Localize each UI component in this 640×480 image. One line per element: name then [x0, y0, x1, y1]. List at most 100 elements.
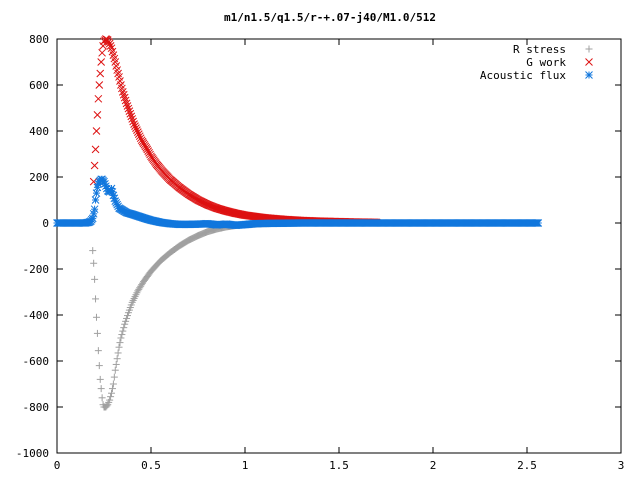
series-layer: [53, 35, 543, 411]
x-tick-label: 2: [430, 459, 437, 472]
y-tick-label: 200: [29, 171, 49, 184]
data-point: [123, 102, 132, 110]
data-point: [94, 94, 103, 103]
data-point: [534, 219, 543, 227]
data-point: [120, 93, 129, 102]
data-point: [98, 394, 106, 402]
series-acoustic-flux: [53, 175, 543, 230]
x-tick-label: 3: [618, 459, 625, 472]
data-point: [125, 107, 134, 116]
data-point: [95, 81, 104, 89]
data-point: [108, 385, 116, 393]
data-point: [121, 96, 130, 105]
legend-label: Acoustic flux: [480, 69, 566, 82]
legend-marker: [585, 71, 593, 79]
data-point: [90, 205, 99, 214]
data-point: [118, 331, 126, 339]
x-tick-label: 0.5: [141, 459, 161, 472]
data-point: [90, 259, 98, 267]
data-point: [122, 317, 130, 325]
x-tick-label: 1.5: [329, 459, 349, 472]
y-tick-label: -200: [23, 263, 50, 276]
data-point: [91, 145, 100, 154]
y-tick-label: 800: [29, 33, 49, 46]
chart-title: m1/n1.5/q1.5/r-+.07-j40/M1.0/512: [224, 11, 436, 24]
data-point: [93, 111, 102, 119]
x-tick-label: 2.5: [517, 459, 537, 472]
data-point: [119, 327, 127, 335]
data-point: [96, 375, 104, 383]
data-point: [95, 362, 103, 370]
y-tick-label: -600: [23, 355, 50, 368]
axis-ticks: [56, 38, 622, 454]
data-point: [114, 349, 122, 357]
data-point: [116, 339, 124, 347]
data-point: [92, 313, 100, 321]
data-point: [109, 380, 117, 388]
data-point: [112, 360, 120, 368]
data-point: [106, 396, 114, 404]
data-point: [124, 312, 131, 320]
plot-frame: [56, 38, 622, 454]
legend-marker: [585, 58, 593, 66]
data-point: [98, 48, 106, 57]
tick-labels: 0 0.5 1 1.5 2 2.5 3 -1000 -800 -600 -400 -200 0 200 40…: [16, 33, 624, 472]
data-point: [99, 42, 107, 50]
data-point: [134, 130, 143, 139]
legend-marker: [585, 45, 593, 53]
data-point: [122, 99, 131, 108]
data-point: [88, 214, 97, 223]
data-point: [91, 196, 100, 204]
data-point: [106, 42, 115, 50]
data-point: [126, 109, 135, 118]
data-point: [89, 247, 97, 255]
data-point: [133, 126, 141, 134]
data-point: [92, 189, 101, 197]
data-point: [94, 347, 102, 355]
data-point: [120, 324, 128, 332]
legend-label: G work: [526, 56, 566, 69]
data-point: [91, 275, 99, 283]
data-point: [115, 343, 123, 351]
data-point: [129, 117, 137, 126]
x-tick-label: 1: [242, 459, 249, 472]
data-point: [108, 389, 116, 397]
data-point: [92, 295, 100, 303]
y-tick-label: 400: [29, 125, 49, 138]
data-point: [93, 329, 101, 337]
data-point: [104, 38, 113, 46]
data-point: [107, 393, 115, 401]
data-point: [97, 58, 106, 66]
data-point: [121, 320, 129, 328]
data-point: [127, 112, 136, 121]
series-g-work: [89, 35, 381, 227]
y-tick-label: -1000: [16, 447, 49, 460]
data-point: [132, 124, 140, 132]
data-point: [97, 385, 105, 393]
data-point: [130, 120, 138, 128]
data-point: [111, 366, 119, 374]
data-point: [133, 128, 142, 137]
data-point: [128, 115, 137, 123]
data-point: [96, 69, 105, 78]
series-r-stress: [89, 219, 540, 411]
data-point: [117, 334, 125, 342]
y-tick-label: -400: [23, 309, 50, 322]
data-point: [131, 122, 139, 130]
data-point: [113, 355, 121, 363]
data-point: [90, 161, 99, 170]
data-point: [92, 127, 101, 135]
data-point: [136, 134, 145, 143]
data-point: [118, 88, 127, 96]
data-point: [119, 90, 128, 99]
data-point: [105, 39, 114, 48]
data-point: [123, 314, 131, 322]
data-point: [135, 132, 144, 141]
x-tick-label: 0: [54, 459, 61, 472]
data-point: [110, 373, 118, 381]
data-point: [124, 104, 133, 113]
y-tick-label: 0: [42, 217, 49, 230]
y-tick-label: -800: [23, 401, 50, 414]
